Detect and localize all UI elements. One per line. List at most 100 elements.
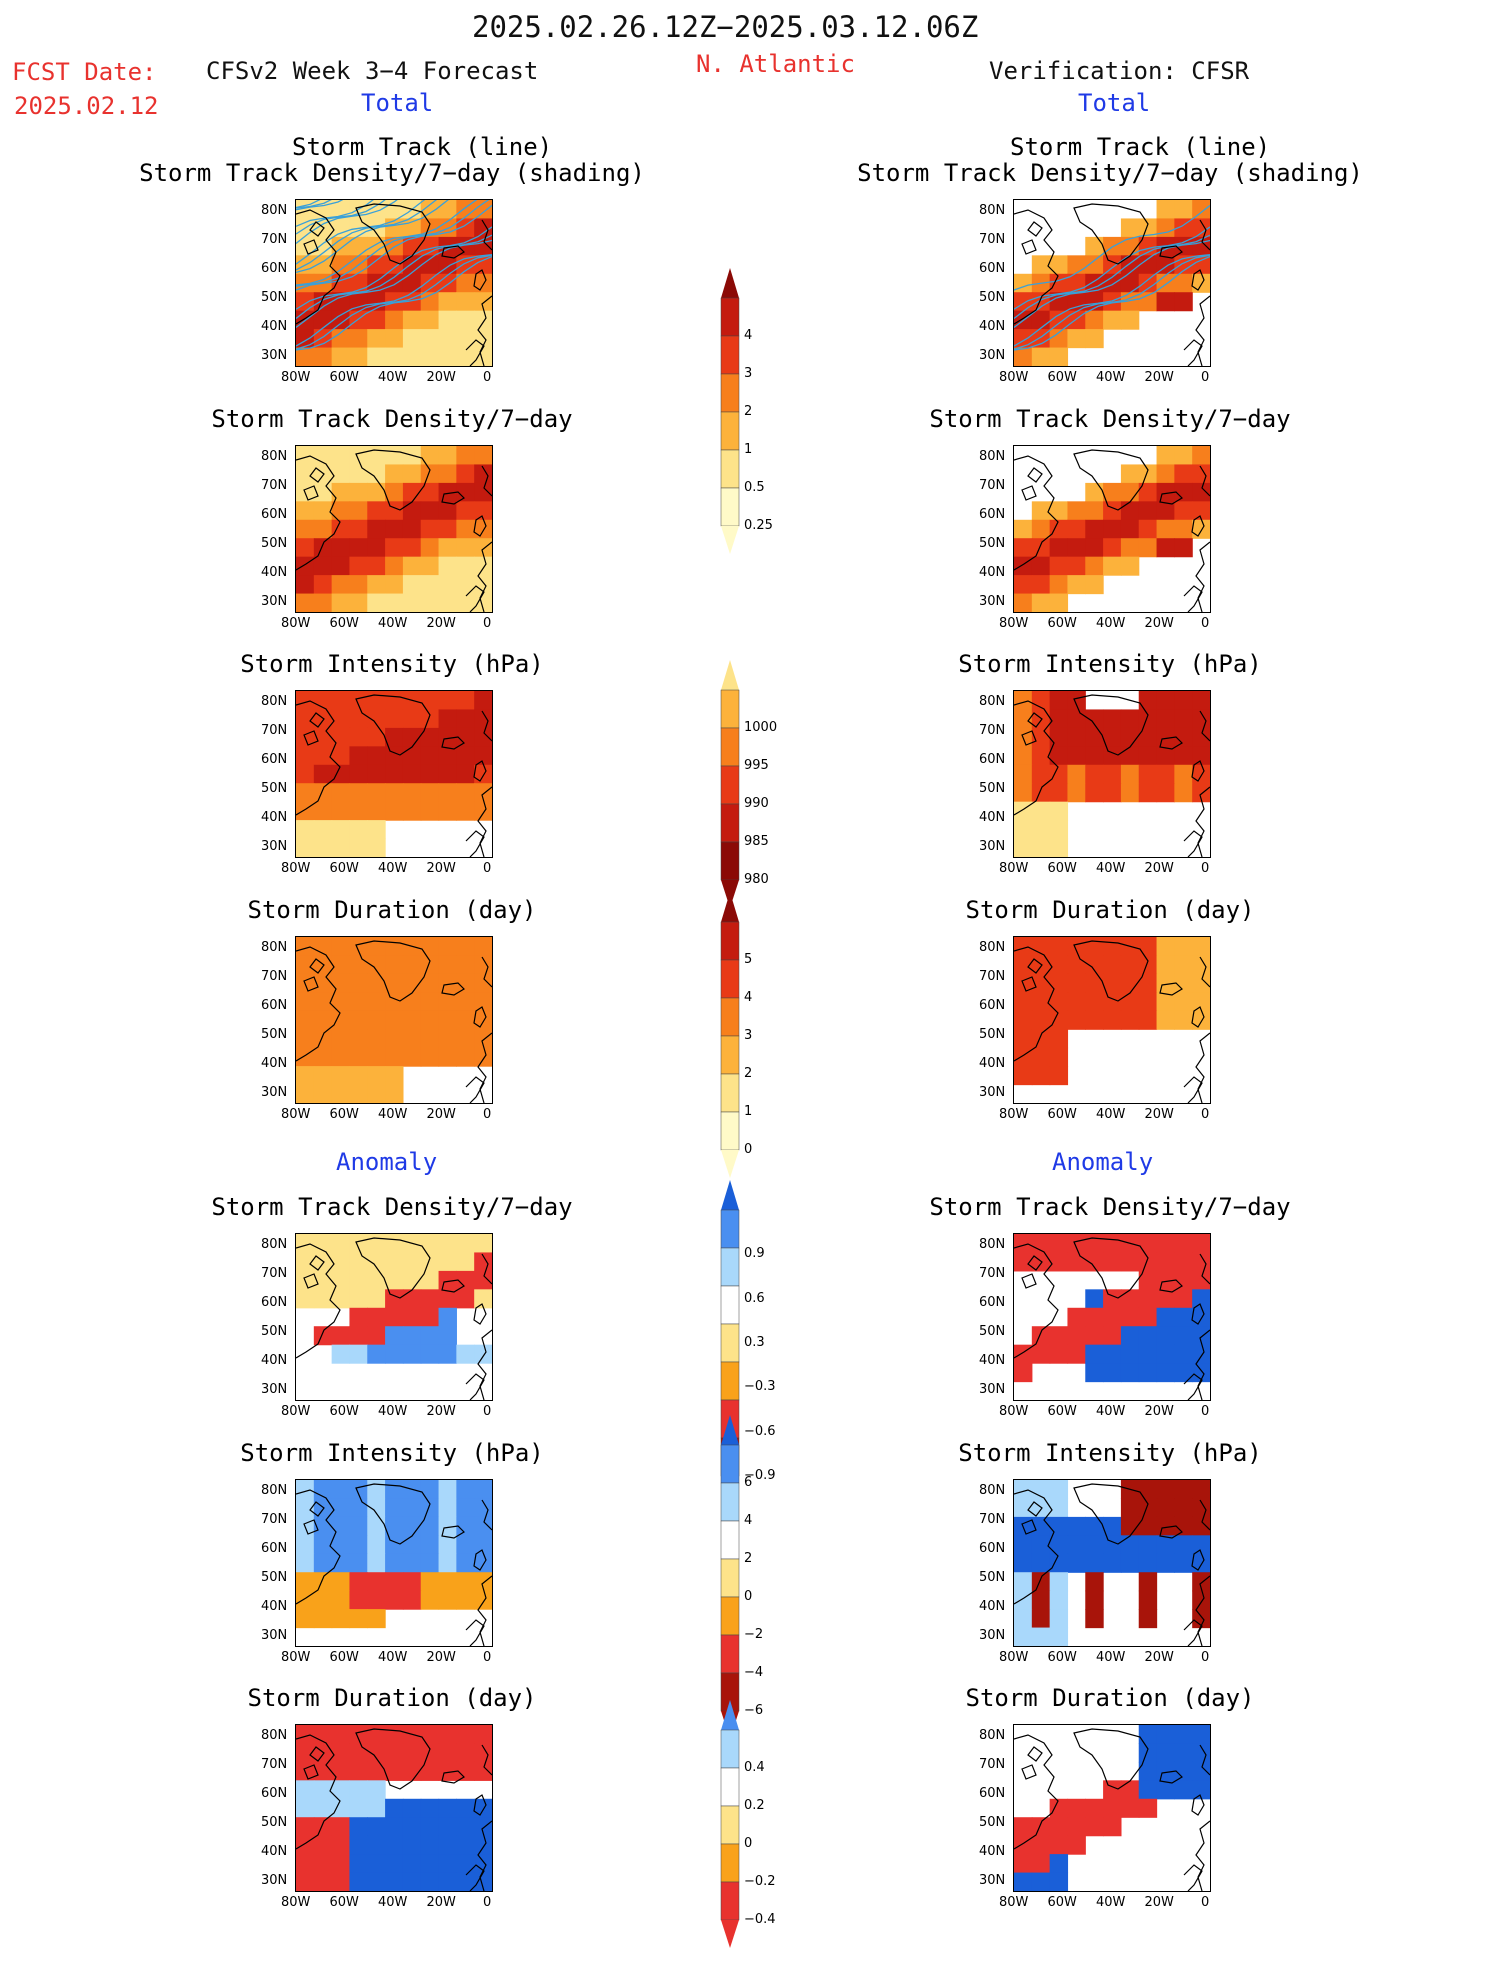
coastline [1183, 830, 1203, 857]
heatmap-cell [1067, 1307, 1086, 1327]
lat-tick-label: 40N [261, 319, 288, 334]
panel-title-duration-right: Storm Duration (day) [965, 896, 1255, 924]
heatmap-cell [349, 1725, 368, 1745]
heatmap-cell [331, 1572, 351, 1592]
forecast-adens-map [295, 1233, 493, 1401]
coastline [1021, 1519, 1037, 1535]
heatmap-cell [1049, 1627, 1069, 1646]
lon-tick-label: 80W [281, 1404, 311, 1419]
verification-duration-plot [1014, 937, 1210, 1103]
lat-tick-label: 50N [261, 1815, 288, 1830]
coastline [473, 760, 487, 782]
lat-tick-label: 40N [261, 1599, 288, 1614]
heatmap-cell [420, 973, 440, 993]
heatmap-cell [1014, 955, 1033, 975]
lon-tick-label: 40W [1096, 1650, 1126, 1665]
heatmap-cell [331, 1066, 351, 1086]
lon-tick-label: 0 [483, 1895, 492, 1910]
heatmap-cell [1085, 1307, 1104, 1327]
lat-tick-label: 50N [261, 1324, 288, 1339]
heatmap-cell [1103, 538, 1122, 558]
heatmap-cell [367, 1590, 386, 1610]
heatmap-cell [296, 1854, 315, 1874]
heatmap-cell [1014, 1854, 1033, 1874]
colorbar-label: 0.9 [744, 1246, 765, 1262]
coastline [1183, 339, 1203, 366]
heatmap-cell [1192, 1761, 1210, 1781]
heatmap-cell [474, 538, 492, 558]
heatmap-cell [1085, 482, 1104, 502]
lon-tick-label: 60W [1047, 616, 1077, 631]
heatmap-cell [349, 593, 368, 612]
heatmap-cell [1174, 783, 1193, 803]
heatmap-cell [331, 329, 351, 349]
heatmap-cell [474, 1289, 492, 1309]
heatmap-cell [1138, 1289, 1158, 1309]
heatmap-cell [402, 955, 422, 975]
heatmap-cell [474, 593, 492, 612]
colorbar-label: 4 [744, 990, 753, 1005]
heatmap-cell [349, 1344, 368, 1364]
heatmap-cell [349, 1761, 368, 1781]
heatmap-cell [402, 292, 422, 312]
heatmap-cell [296, 937, 315, 957]
heatmap-cell [1103, 992, 1122, 1012]
coastline [1195, 1820, 1210, 1891]
heatmap-cell [313, 1835, 333, 1855]
lat-tick-label: 70N [979, 1512, 1006, 1527]
heatmap-cell [474, 501, 492, 521]
colorbar-label: −0.6 [744, 1423, 776, 1439]
heatmap-cell [456, 1516, 475, 1536]
heatmap-cell [385, 1047, 404, 1067]
lon-tick-label: 40W [378, 1404, 408, 1419]
heatmap-cell [1031, 746, 1051, 766]
heatmap-cell [1174, 236, 1193, 256]
heatmap-cell [474, 310, 492, 330]
heatmap-cell [402, 1289, 422, 1309]
heatmap-cell [1049, 709, 1069, 729]
storm-track-line [296, 239, 492, 329]
heatmap-cell [1120, 556, 1140, 576]
heatmap-cell [1174, 1270, 1193, 1290]
heatmap-cell [385, 955, 404, 975]
heatmap-cell [1067, 1516, 1086, 1536]
heatmap-cell [1031, 1326, 1051, 1346]
heatmap-cell [438, 1798, 457, 1818]
heatmap-cell [349, 464, 368, 484]
heatmap-cell [1103, 273, 1122, 293]
coastline [1199, 1253, 1210, 1285]
heatmap-cell [1174, 1725, 1193, 1745]
colorbar-segment [720, 803, 740, 843]
heatmap-cell [1192, 1326, 1210, 1346]
coastline [473, 1794, 487, 1816]
heatmap-cell [438, 538, 457, 558]
heatmap-cell [313, 1047, 333, 1067]
heatmap-cell [456, 691, 475, 711]
fcst-date-label: FCST Date: [12, 58, 157, 86]
heatmap-cell [1174, 691, 1193, 711]
heatmap-cell [438, 1854, 457, 1874]
heatmap-cell [385, 1307, 404, 1327]
colorbar-segment [720, 1805, 740, 1845]
heatmap-cell [1138, 1326, 1158, 1346]
coastline [1183, 1076, 1203, 1103]
lat-tick-label: 50N [261, 536, 288, 551]
heatmap-cell [385, 1553, 404, 1573]
heatmap-cell [367, 1498, 386, 1518]
heatmap-cell [1049, 255, 1069, 275]
heatmap-cell [1103, 1234, 1122, 1254]
heatmap-cell [420, 801, 440, 821]
heatmap-cell [331, 1854, 351, 1874]
colorbar-label: 985 [744, 834, 769, 849]
heatmap-cell [367, 1516, 386, 1536]
lat-tick-label: 40N [261, 565, 288, 580]
storm-track-line [296, 234, 492, 320]
heatmap-cell [1174, 764, 1193, 784]
heatmap-cell [456, 1761, 475, 1781]
heatmap-cell [385, 1872, 404, 1891]
heatmap-cell [1067, 973, 1086, 993]
heatmap-cell [367, 955, 386, 975]
heatmap-cell [474, 992, 492, 1012]
heatmap-cell [367, 1326, 386, 1346]
heatmap-cell [331, 593, 351, 612]
